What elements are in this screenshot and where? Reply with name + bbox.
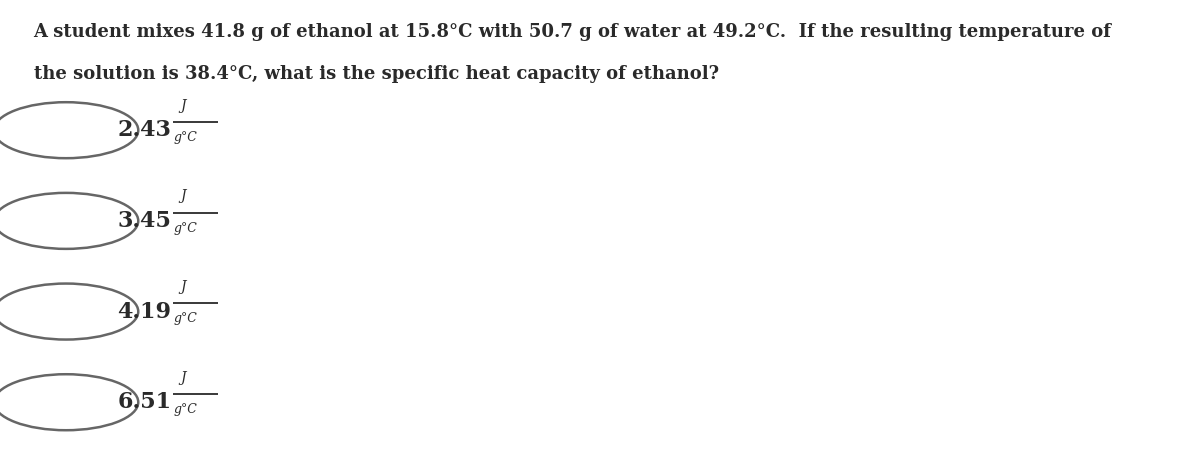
Text: J: J bbox=[180, 280, 186, 294]
Text: J: J bbox=[180, 99, 186, 113]
Text: 4.19: 4.19 bbox=[118, 300, 172, 323]
Text: J: J bbox=[180, 371, 186, 385]
Text: J: J bbox=[180, 189, 186, 203]
Text: A student mixes 41.8 g of ethanol at 15.8°C with 50.7 g of water at 49.2°C.  If : A student mixes 41.8 g of ethanol at 15.… bbox=[34, 23, 1111, 41]
Text: 6.51: 6.51 bbox=[118, 391, 172, 413]
Text: 3.45: 3.45 bbox=[118, 210, 172, 232]
Text: 2.43: 2.43 bbox=[118, 119, 172, 141]
Text: g°C: g°C bbox=[174, 131, 198, 144]
Text: g°C: g°C bbox=[174, 403, 198, 416]
Text: g°C: g°C bbox=[174, 312, 198, 326]
Text: g°C: g°C bbox=[174, 222, 198, 235]
Text: the solution is 38.4°C, what is the specific heat capacity of ethanol?: the solution is 38.4°C, what is the spec… bbox=[34, 65, 719, 83]
